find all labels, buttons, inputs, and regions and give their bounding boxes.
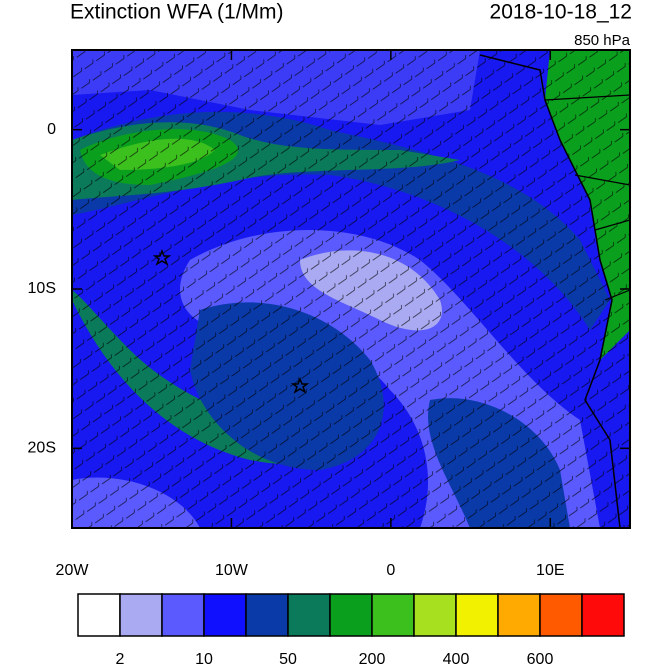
- colorbar-label: 600: [527, 651, 554, 667]
- x-tick-label: 10E: [536, 562, 564, 579]
- field: [72, 50, 630, 528]
- colorbar-swatch: [371, 593, 415, 637]
- colorbar-swatch: [539, 593, 583, 637]
- colorbar-swatch: [161, 593, 205, 637]
- wind-barbs: [72, 50, 630, 528]
- colorbar-label: 50: [279, 651, 297, 667]
- x-tick-label: 0: [386, 562, 395, 579]
- x-tick-label: 10W: [215, 562, 249, 579]
- colorbar-swatch: [287, 593, 331, 637]
- y-tick-label: 0: [47, 121, 56, 138]
- y-tick-label: 20S: [28, 440, 56, 457]
- colorbar-swatch: [77, 593, 121, 637]
- colorbar-swatch: [245, 593, 289, 637]
- colorbar-swatch: [413, 593, 457, 637]
- coastline: [479, 54, 621, 528]
- colorbar-swatch: [581, 593, 625, 637]
- colorbar-label: 200: [359, 651, 386, 667]
- x-tick-label: 20W: [56, 562, 90, 579]
- colorbar-swatch: [203, 593, 247, 637]
- level-label: 850 hPa: [574, 32, 631, 49]
- colorbar-swatch: [329, 593, 373, 637]
- site-marker: [152, 248, 172, 266]
- colorbar-swatch: [119, 593, 163, 637]
- y-tick-label: 10S: [28, 280, 56, 297]
- colorbar-label: 10: [195, 651, 213, 667]
- valid-time: 2018-10-18_12: [490, 1, 632, 24]
- colorbar-label: 2: [116, 651, 125, 667]
- map-title: Extinction WFA (1/Mm): [70, 1, 284, 24]
- colorbar-label: 400: [443, 651, 470, 667]
- colorbar-swatch: [497, 593, 541, 637]
- colorbar-swatch: [455, 593, 499, 637]
- borders: [544, 94, 630, 301]
- site-marker: [290, 376, 310, 394]
